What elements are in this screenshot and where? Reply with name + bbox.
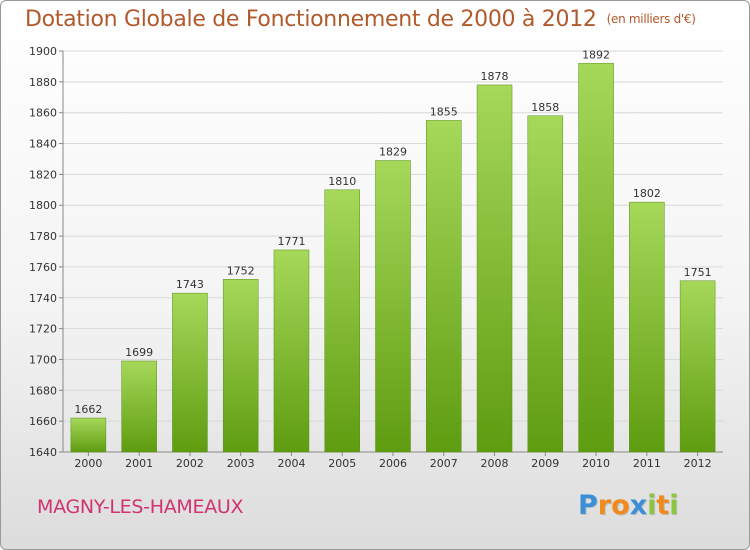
logo-letter: i (647, 490, 657, 521)
x-tick-label: 2002 (176, 457, 204, 470)
logo-letter: i (669, 490, 679, 521)
bar (629, 201, 665, 453)
x-tick-label: 2000 (74, 457, 102, 470)
x-tick-label: 2006 (379, 457, 407, 470)
y-tick-label: 1880 (29, 76, 57, 89)
y-tick-label: 1800 (29, 199, 57, 212)
data-label: 1751 (684, 266, 712, 279)
x-tick-label: 2010 (582, 457, 610, 470)
data-labels: 1662 1699 1743 1752 1771 1810 1829 1855 1878 1858… (74, 48, 711, 416)
bar (222, 279, 259, 453)
x-tick-label: 2007 (430, 457, 458, 470)
bars (70, 63, 716, 453)
bar (121, 360, 157, 453)
data-label: 1829 (379, 146, 407, 159)
logo-letter: o (611, 490, 630, 521)
y-tick-label: 1740 (29, 292, 57, 305)
bar (324, 189, 360, 453)
commune-name: MAGNY-LES-HAMEAUX (37, 496, 244, 518)
y-tick-label: 1680 (29, 384, 57, 397)
x-tick-label: 2008 (481, 457, 509, 470)
data-label: 1878 (481, 70, 509, 83)
data-label: 1855 (430, 105, 458, 118)
y-tick-label: 1760 (29, 261, 57, 274)
x-tick-label: 2003 (227, 457, 255, 470)
bar (375, 160, 411, 453)
data-label: 1743 (176, 278, 204, 291)
x-tick-label: 2005 (328, 457, 356, 470)
proxiti-logo: Proxiti (578, 490, 679, 521)
bar (679, 280, 716, 453)
logo-letter: t (656, 490, 670, 521)
x-tick-label: 2011 (633, 457, 661, 470)
x-tick-label: 2009 (531, 457, 559, 470)
bar (172, 292, 208, 453)
x-tick-labels: 2000 2001 2002 2003 2004 2005 2006 2007 2008 2009… (74, 457, 711, 470)
chart-title-main: Dotation Globale de Fonctionnement de 20… (25, 7, 597, 32)
data-label: 1752 (227, 264, 255, 277)
chart-title-unit: (en milliers d'€) (606, 12, 696, 26)
data-label: 1892 (582, 48, 610, 61)
bar (273, 249, 310, 453)
logo-letter: P (578, 490, 598, 521)
y-tick-label: 1700 (29, 353, 57, 366)
bar (426, 120, 462, 453)
logo-letter: x (629, 490, 648, 521)
y-tick-label: 1720 (29, 323, 57, 336)
y-tick-label: 1660 (29, 415, 57, 428)
chart-title: Dotation Globale de Fonctionnement de 20… (25, 7, 696, 32)
logo-letter: r (597, 490, 612, 521)
data-label: 1802 (633, 187, 661, 200)
x-tick-label: 2004 (277, 457, 305, 470)
data-label: 1810 (328, 175, 356, 188)
bar (578, 63, 614, 453)
data-label: 1699 (125, 346, 153, 359)
bar (527, 115, 564, 453)
bar (476, 84, 513, 453)
x-tick-label: 2012 (684, 457, 712, 470)
x-tick-label: 2001 (125, 457, 153, 470)
y-tick-label: 1640 (29, 446, 57, 459)
y-tick-labels: 1640 1660 1680 1700 1720 1740 1760 1780 1800 1820… (29, 45, 57, 459)
bar (70, 417, 107, 453)
data-label: 1858 (531, 101, 559, 114)
y-tick-label: 1820 (29, 168, 57, 181)
data-label: 1662 (74, 403, 102, 416)
y-tick-label: 1860 (29, 107, 57, 120)
y-tick-label: 1780 (29, 230, 57, 243)
y-tick-label: 1900 (29, 45, 57, 58)
y-tick-label: 1840 (29, 138, 57, 151)
data-label: 1771 (277, 235, 305, 248)
